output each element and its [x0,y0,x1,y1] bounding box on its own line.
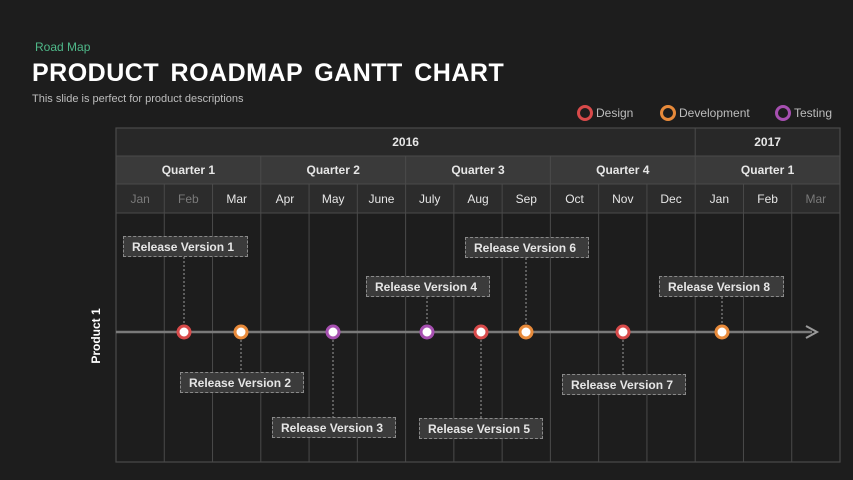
release-label: Release Version 8 [659,276,784,297]
grid-border [115,127,841,463]
month-cell: Oct [565,191,584,206]
legend-development: Development [660,105,750,121]
release-label: Release Version 4 [366,276,490,297]
release-marker [518,324,534,340]
month-cell: Mar [805,191,827,206]
month-cell: Jan [709,191,729,206]
release-label: Release Version 5 [419,418,543,439]
quarter-cell: Quarter 2 [306,163,360,177]
release-marker [176,324,192,340]
month-cell: Apr [275,191,295,206]
month-cell: Aug [467,191,489,206]
release-marker [233,324,249,340]
axis-arrow-icon [805,325,820,339]
quarter-cell: Quarter 1 [161,163,216,177]
month-cell: Sep [515,191,537,206]
month-cell: Jan [130,191,150,206]
year-cell: 2017 [754,135,781,149]
quarter-cell: Quarter 4 [596,163,650,177]
legend-design-marker [577,105,593,121]
month-band [116,184,840,213]
legend-design: Design [577,105,633,121]
release-label: Release Version 3 [272,417,396,438]
month-cell: June [368,191,395,206]
legend-testing-label: Testing [794,106,833,120]
release-label: Release Version 2 [180,372,304,393]
month-cell: May [321,191,345,206]
quarter-band [116,156,840,184]
month-cell: July [419,191,441,206]
release-marker [714,324,730,340]
month-cell: Feb [178,191,199,206]
month-cell: Feb [757,191,778,206]
month-cell: Nov [612,191,634,206]
release-marker [419,324,435,340]
page-subtitle: This slide is perfect for product descri… [32,93,244,105]
year-cell: 2016 [392,135,419,149]
month-cell: Mar [226,191,247,206]
section-label: Road Map [35,40,91,54]
legend-testing: Testing [775,105,832,121]
quarter-cell: Quarter 1 [740,163,795,177]
page-title: PRODUCT ROADMAP GANTT CHART [32,59,505,87]
release-label: Release Version 7 [562,374,686,395]
year-band [116,128,840,156]
legend-development-label: Development [679,106,750,120]
release-label: Release Version 6 [465,237,589,258]
legend-development-marker [660,105,676,121]
month-cell: Dec [660,191,682,206]
quarter-cell: Quarter 3 [451,163,505,177]
row-label-product-1: Product 1 [89,308,103,364]
legend-design-label: Design [596,106,634,120]
release-marker [473,324,489,340]
legend-testing-marker [775,105,791,121]
release-marker [615,324,631,340]
release-marker [325,324,341,340]
release-label: Release Version 1 [123,236,248,257]
